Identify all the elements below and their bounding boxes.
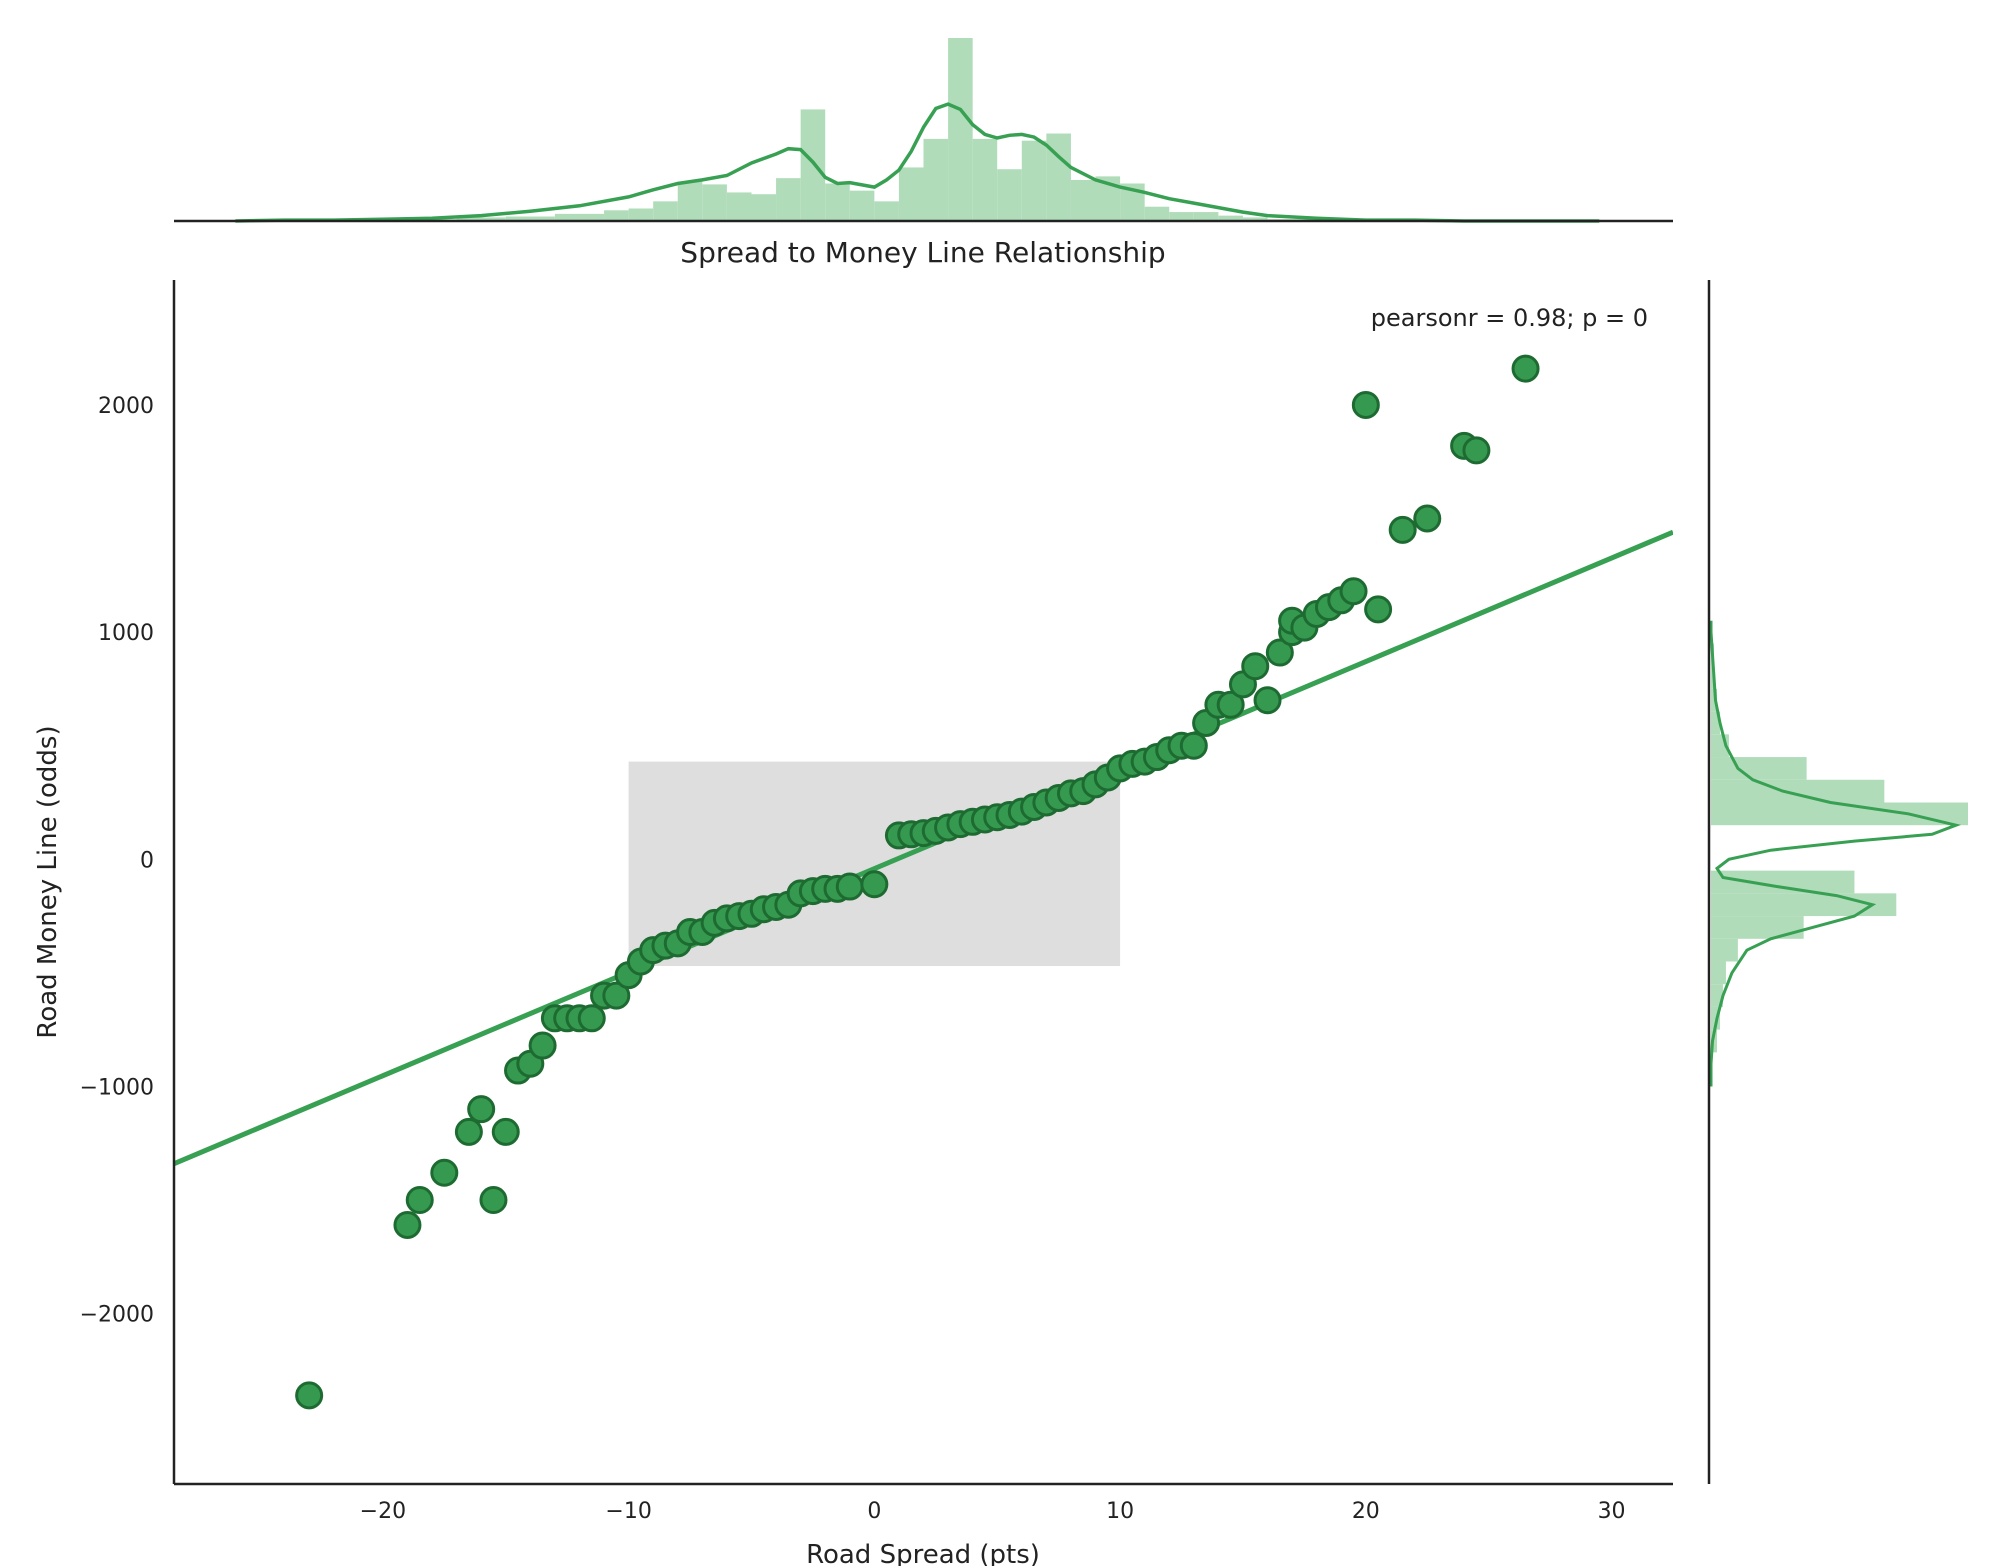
top-histogram-bar [653,201,678,221]
scatter-point [430,1158,459,1187]
top-histogram-bar [604,210,629,221]
top-histogram-bar [800,109,826,221]
top-histogram-bar [554,213,605,221]
y-tick-label: −2000 [80,1303,154,1328]
main-scatter-plot: −20 −10 0 10 20 30 −2000 −1000 0 1000 2000 Spread… [33,236,1673,1566]
y-tick-label: 1000 [98,621,154,646]
top-histogram-bar [505,216,555,221]
top-histogram-bar [972,138,998,221]
top-histogram-bar [1218,215,1243,221]
right-histogram-bar [1711,711,1720,735]
top-histogram-bar [1242,217,1268,221]
scatter-point [1364,595,1393,624]
top-histogram-bar [677,181,703,221]
pearson-annotation: pearsonr = 0.98; p = 0 [1371,304,1648,332]
scatter-point [405,1186,434,1215]
scatter-points [295,354,1540,1410]
top-histogram-bar [997,169,1022,221]
x-tick-label: 20 [1352,1499,1380,1524]
right-histogram-bar [1711,870,1855,894]
top-histogram-bar [1169,212,1194,221]
top-histogram-bar [1193,212,1219,221]
top-kde-curve [235,102,1600,223]
scatter-point [393,1211,422,1240]
scatter-point [1179,731,1208,760]
scatter-point [1511,354,1540,383]
scatter-point [1339,577,1368,606]
top-histogram-bar [1070,179,1096,221]
chart-title: Spread to Money Line Relationship [680,236,1165,269]
scatter-point [602,981,631,1010]
top-marginal-histogram [174,38,1673,223]
top-histogram-bar [849,190,875,221]
scatter-point [1388,515,1417,544]
x-tick-label: 10 [1106,1499,1134,1524]
top-histogram-bar [923,138,949,221]
top-histogram-bar [776,178,801,221]
top-histogram-bar [628,208,654,221]
top-histogram-bar [702,184,727,221]
top-histogram-bar [898,167,924,221]
scatter-point [1351,390,1380,419]
top-histogram-bar [874,201,899,221]
right-histogram-bar [1711,802,1968,826]
scatter-point [1413,504,1442,533]
y-tick-label: −1000 [80,1075,154,1100]
scatter-point [1241,652,1270,681]
top-histogram-bar [726,192,752,221]
top-histogram-bar [1021,140,1047,221]
regression-line [174,529,1673,1166]
right-histogram-bar [1711,688,1717,712]
x-axis-label: Road Spread (pts) [806,1540,1040,1566]
scatter-point [479,1186,508,1215]
right-histogram-bar [1711,666,1714,689]
scatter-point [835,872,864,901]
scatter-point [295,1381,324,1410]
top-histogram-bar [456,217,506,221]
x-tick-label: 30 [1598,1499,1626,1524]
right-histogram-bar [1711,984,1723,1007]
right-histogram-bar [1711,916,1804,939]
y-tick-label: 2000 [98,394,154,419]
x-tick-label: 0 [867,1499,881,1524]
right-histogram-bar [1711,757,1807,780]
x-tick-label: −10 [605,1499,651,1524]
scatter-point [528,1031,557,1060]
right-histogram-bars [1711,643,1968,1053]
x-tick-label: −20 [360,1499,406,1524]
scatter-point [491,1117,520,1146]
top-histogram-bar [948,38,973,221]
top-histogram-bar [825,183,850,221]
right-histogram-bar [1711,779,1885,803]
y-axis-label: Road Money Line (odds) [33,725,63,1038]
scatter-point [577,1004,606,1033]
scatter-point [1216,690,1245,719]
y-axis-ticks: −2000 −1000 0 1000 2000 [80,394,154,1328]
right-histogram-bar [1711,961,1726,985]
top-histogram-bar [1144,206,1170,221]
right-marginal-histogram [1707,280,1968,1484]
scatter-point [454,1117,483,1146]
scatter-point [467,1095,496,1124]
top-histogram-bar [751,194,777,221]
scatter-point [1265,638,1294,667]
x-axis-ticks: −20 −10 0 10 20 30 [360,1499,1626,1524]
right-kde-curve [1709,620,1962,1087]
scatter-point [1462,436,1491,465]
y-tick-label: 0 [140,848,154,873]
top-histogram-bars [309,38,1366,221]
scatter-point [1253,686,1282,715]
right-histogram-bar [1711,938,1738,962]
scatter-point [860,870,889,899]
